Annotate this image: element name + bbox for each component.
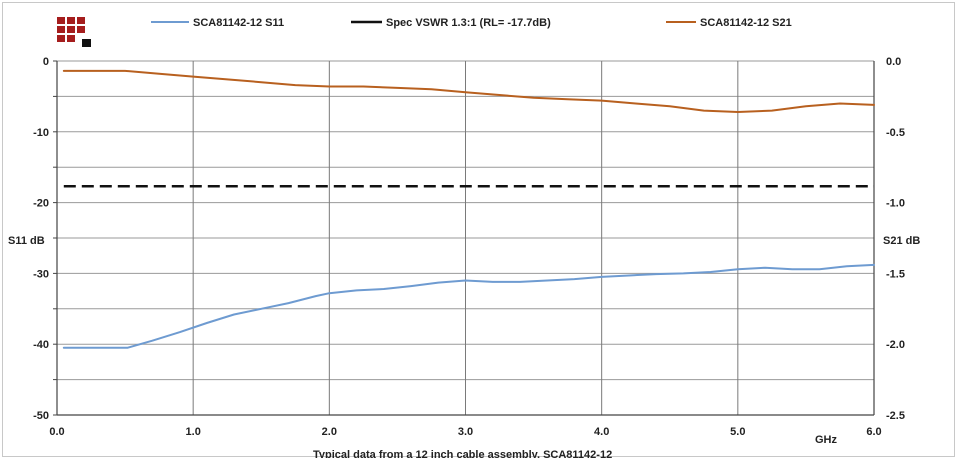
y-right-tick-label: -1.0 xyxy=(886,198,905,210)
x-tick-label: 1.0 xyxy=(186,426,201,438)
line-chart: SCA81142-12 S11 Spec VSWR 1.3:1 (RL= -17… xyxy=(8,17,920,458)
tick-labels: 0.0 1.0 2.0 3.0 4.0 5.0 6.00-10-20-30-40-500.0… xyxy=(33,56,905,438)
y-right-tick-label: 0.0 xyxy=(886,56,901,68)
series-line-s11 xyxy=(62,263,875,349)
legend-label-s11: SCA81142-12 S11 xyxy=(193,17,284,29)
y-right-tick-label: -0.5 xyxy=(886,127,905,139)
chart-caption: Typical data from a 12 inch cable assemb… xyxy=(313,449,612,458)
grid xyxy=(53,60,875,416)
x-tick-label: 0.0 xyxy=(49,426,64,438)
series-lines xyxy=(62,69,875,349)
y-left-tick-label: 0 xyxy=(43,56,49,68)
y-left-tick-label: -10 xyxy=(33,127,49,139)
legend-label-spec: Spec VSWR 1.3:1 (RL= -17.7dB) xyxy=(386,17,551,29)
y-left-tick-label: -40 xyxy=(33,339,49,351)
y-axis-title-left: S11 dB xyxy=(8,235,45,247)
y-right-tick-label: -2.5 xyxy=(886,410,905,422)
y-left-tick-label: -20 xyxy=(33,198,49,210)
y-left-tick-label: -30 xyxy=(33,268,49,280)
legend-label-s21: SCA81142-12 S21 xyxy=(700,17,792,29)
x-tick-label: 3.0 xyxy=(458,426,473,438)
series-line-s21 xyxy=(62,69,875,113)
x-tick-label: 4.0 xyxy=(594,426,609,438)
x-axis-title: GHz xyxy=(815,434,838,446)
x-tick-label: 6.0 xyxy=(866,426,881,438)
y-right-tick-label: -2.0 xyxy=(886,339,905,351)
y-left-tick-label: -50 xyxy=(33,410,49,422)
x-tick-label: 5.0 xyxy=(730,426,745,438)
y-axis-title-right: S21 dB xyxy=(883,235,920,247)
legend: SCA81142-12 S11 Spec VSWR 1.3:1 (RL= -17… xyxy=(151,17,792,29)
x-tick-label: 2.0 xyxy=(322,426,337,438)
company-logo xyxy=(57,17,91,47)
y-right-tick-label: -1.5 xyxy=(886,268,905,280)
